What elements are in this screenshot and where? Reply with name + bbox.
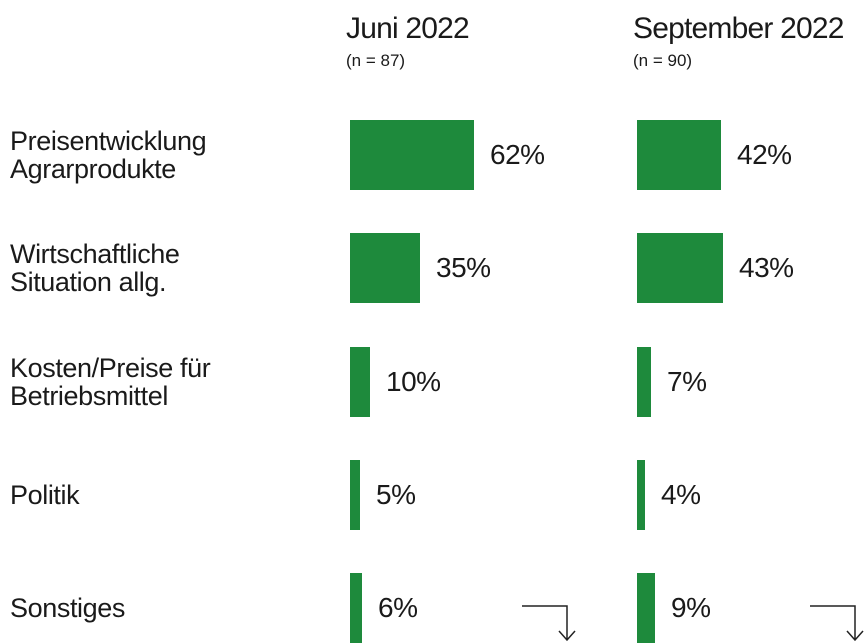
value-label: 43% (739, 252, 794, 284)
bar (350, 573, 362, 643)
value-label: 10% (386, 365, 441, 397)
bar (637, 346, 651, 417)
value-label: 7% (667, 365, 707, 397)
value-label: 9% (671, 592, 711, 624)
category-label: Preisentwicklung Agrarprodukte (10, 126, 207, 184)
series-header: September 2022 (633, 12, 844, 45)
category-label: Politik (10, 479, 80, 510)
bar (350, 233, 420, 304)
value-label: 6% (378, 592, 418, 624)
series-header: Juni 2022 (346, 12, 470, 45)
bar (350, 346, 370, 417)
value-label: 5% (376, 478, 416, 510)
value-label: 35% (436, 252, 491, 284)
category-label: Wirtschaftliche Situation allg. (10, 239, 180, 298)
bar (637, 459, 645, 530)
value-label: 62% (490, 139, 545, 170)
trend-arrow (522, 605, 576, 642)
value-label: 42% (737, 139, 792, 170)
bar (637, 573, 655, 643)
value-label: 4% (661, 478, 701, 510)
category-label: Sonstiges (10, 593, 125, 624)
bar (637, 233, 723, 304)
bar (350, 459, 360, 530)
series-subtitle: (n = 90) (633, 51, 693, 70)
bar (637, 120, 721, 190)
category-label: Kosten/Preise für Betriebsmittel (10, 352, 211, 411)
series-subtitle: (n = 87) (346, 51, 406, 70)
bar (350, 120, 474, 190)
trend-arrow (810, 605, 864, 642)
